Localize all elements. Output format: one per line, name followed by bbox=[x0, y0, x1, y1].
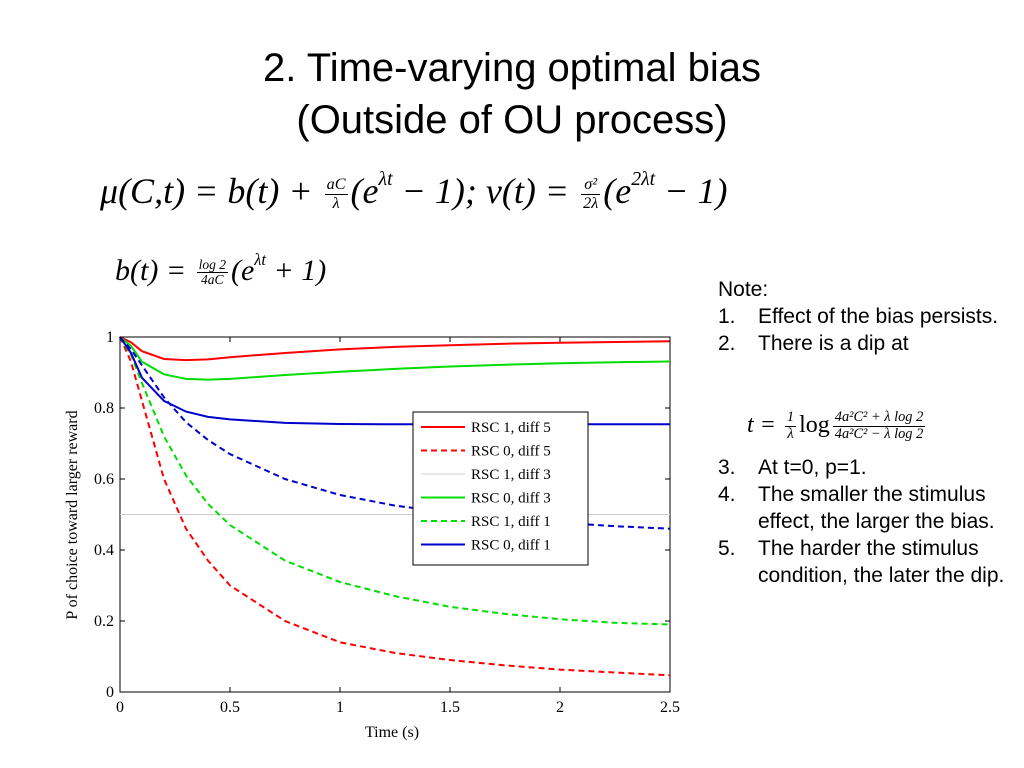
legend-box bbox=[412, 411, 589, 566]
equation-dip-time: t = 1 λ log 4a²C² + λ log 2 4a²C² − λ log 2 bbox=[747, 409, 928, 443]
eq1-fraction-sigma: σ² 2λ bbox=[581, 175, 601, 213]
eq2-left: b(t) = bbox=[115, 253, 194, 287]
legend-label: RSC 1, diff 5 bbox=[471, 420, 551, 436]
note-item-3: 3. At t=0, p=1. bbox=[718, 456, 867, 479]
eq1-end: − 1) bbox=[655, 170, 728, 211]
eq2-exponent: λt bbox=[254, 250, 266, 269]
note-item-4: 4. The smaller the stimulus effect, the l… bbox=[718, 483, 995, 533]
legend-label: RSC 1, diff 3 bbox=[471, 467, 551, 483]
notes-panel: Note: 1. Effect of the bias persists. 2. T… bbox=[718, 276, 1018, 589]
eq2-mid: (e bbox=[230, 253, 255, 287]
x-tick-label: 0.5 bbox=[220, 699, 240, 716]
series-line-1 bbox=[119, 336, 671, 362]
note-item-5: 5. The harder the stimulus condition, the… bbox=[718, 537, 1005, 587]
eq1-mid2: − 1); v(t) = bbox=[392, 170, 579, 211]
eq1-exponent: λt bbox=[378, 168, 393, 190]
y-tick-label: 0 bbox=[106, 684, 114, 701]
y-tick-label: 0.2 bbox=[94, 613, 114, 630]
legend-label: RSC 1, diff 1 bbox=[471, 514, 551, 530]
x-tick-label: 2 bbox=[556, 699, 564, 716]
eq1-mid3: (e bbox=[603, 170, 632, 211]
y-tick-label: 0.4 bbox=[94, 542, 114, 559]
eq1-left: μ(C,t) = b(t) + bbox=[100, 170, 322, 211]
series-line-7 bbox=[119, 336, 671, 530]
slide-title-line1: 2. Time-varying optimal bias bbox=[263, 46, 761, 90]
series-line-6 bbox=[119, 336, 670, 426]
legend-label: RSC 0, diff 1 bbox=[471, 538, 551, 554]
x-axis-label: Time (s) bbox=[365, 724, 419, 741]
notes-heading: Note: bbox=[718, 278, 769, 301]
equation-mu-v: μ(C,t) = b(t) + aC λ (eλt − 1); v(t) = σ² 2… bbox=[100, 168, 727, 213]
x-tick-label: 2.5 bbox=[660, 699, 680, 716]
y-tick-label: 0.8 bbox=[94, 400, 114, 417]
x-tick-label: 1.5 bbox=[440, 699, 460, 716]
y-tick-label: 1 bbox=[106, 329, 114, 346]
eq2-end: + 1) bbox=[266, 253, 327, 287]
eq3-fraction-main: 4a²C² + λ log 2 4a²C² − λ log 2 bbox=[832, 409, 926, 442]
eq3-log: log bbox=[799, 411, 830, 438]
eq1-exponent2: 2λt bbox=[631, 168, 656, 190]
x-tick-label: 1 bbox=[336, 699, 344, 716]
series-line-5 bbox=[119, 336, 671, 626]
eq2-fraction: log 2 4aC bbox=[196, 256, 228, 288]
plot-area bbox=[119, 336, 671, 693]
legend-label: RSC 0, diff 3 bbox=[471, 491, 551, 507]
note-item-2: 2. There is a dip at bbox=[718, 332, 909, 355]
series-line-2 bbox=[119, 336, 671, 677]
equation-b: b(t) = log 2 4aC (eλt + 1) bbox=[115, 250, 326, 288]
series-line-4 bbox=[119, 336, 671, 381]
note-item-1: 1. Effect of the bias persists. bbox=[718, 305, 999, 328]
y-axis-label: P of choice toward larger reward bbox=[64, 410, 81, 619]
y-tick-label: 0.6 bbox=[94, 471, 114, 488]
x-tick-label: 0 bbox=[116, 699, 124, 716]
eq3-left: t = bbox=[747, 411, 782, 438]
legend-label: RSC 0, diff 5 bbox=[471, 444, 551, 460]
eq1-mid: (e bbox=[350, 170, 379, 211]
slide-title-line2: (Outside of OU process) bbox=[296, 98, 728, 142]
eq1-fraction-ac-lambda: aC λ bbox=[324, 175, 348, 213]
